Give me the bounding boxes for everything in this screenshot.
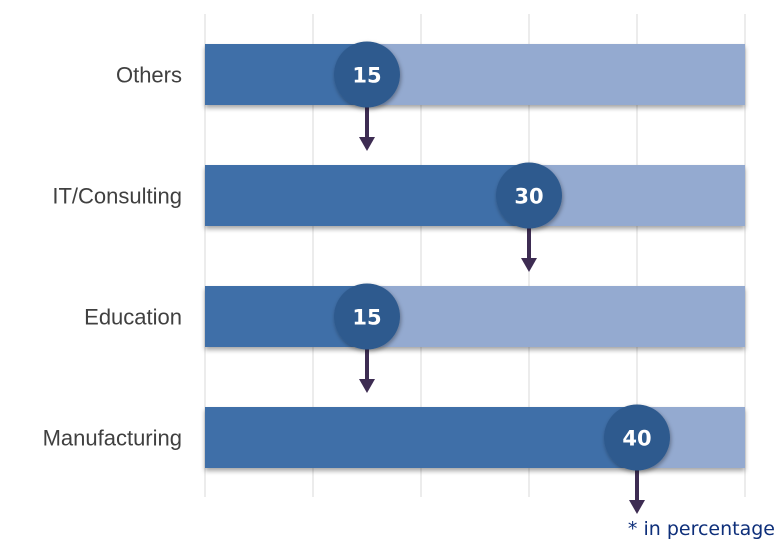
category-label: Manufacturing [43, 426, 182, 451]
bar-group: 15 [205, 41, 745, 151]
value-badge [496, 162, 562, 229]
bar [205, 407, 637, 468]
data-label: 15 [352, 64, 381, 88]
data-label: 30 [514, 185, 543, 209]
bar-group: 30 [205, 162, 745, 272]
bar-group: 15 [205, 283, 745, 393]
arrow-head [629, 500, 645, 514]
value-badge [604, 404, 670, 471]
value-badge [334, 41, 400, 108]
arrow-head [359, 137, 375, 151]
category-label: IT/Consulting [52, 184, 182, 209]
arrow-head [521, 258, 537, 272]
bar [205, 165, 529, 226]
data-label: 40 [622, 427, 651, 451]
arrow-head [359, 379, 375, 393]
bars: 15 30 15 40 [205, 41, 745, 514]
category-labels: Others IT/Consulting Education Manufacturin… [43, 63, 182, 451]
data-label: 15 [352, 306, 381, 330]
category-label: Others [116, 63, 182, 88]
footnote: * in percentage [627, 518, 775, 540]
bar-group: 40 [205, 404, 745, 514]
value-badge [334, 283, 400, 350]
category-label: Education [84, 305, 182, 330]
